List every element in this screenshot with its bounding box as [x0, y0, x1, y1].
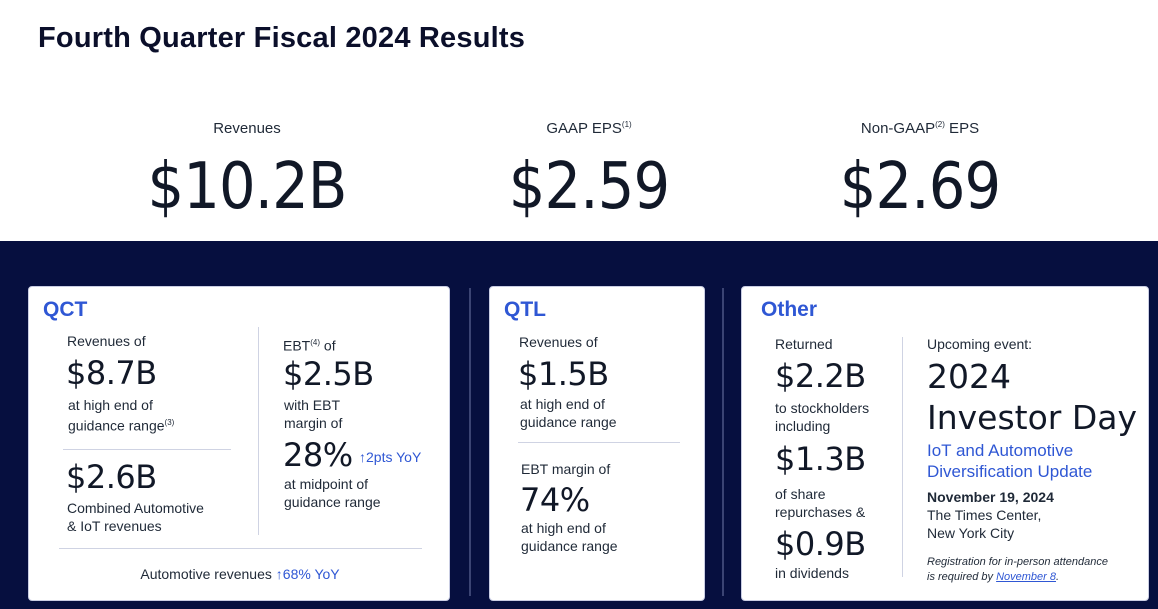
divider	[59, 548, 422, 549]
divider	[258, 327, 259, 535]
qct-iot-note: Combined Automotive & IoT revenues	[67, 500, 204, 534]
qtl-rev-note: at high end of guidance range	[520, 396, 617, 430]
event-title-line2: Investor Day	[927, 398, 1138, 437]
qtl-ebt-value: 74%	[520, 481, 590, 519]
kpi-gaap-eps: GAAP EPS(1) $2.59	[439, 120, 739, 224]
qct-margin-value: 28%	[283, 436, 353, 474]
kpi-value: $2.59	[508, 150, 670, 224]
qtl-card: QTL Revenues of $1.5B at high end of gui…	[489, 286, 705, 601]
other-dividend-value: $0.9B	[775, 525, 866, 563]
divider	[63, 449, 231, 450]
divider	[518, 442, 680, 443]
qct-rev-label: Revenues of	[67, 333, 146, 349]
other-repurchase-value: $1.3B	[775, 440, 866, 478]
kpi-label: GAAP EPS(1)	[546, 120, 632, 137]
band-divider	[722, 288, 724, 596]
band-divider	[469, 288, 471, 596]
qct-rev-value: $8.7B	[66, 354, 157, 392]
qct-card: QCT Revenues of $8.7B at high end of gui…	[28, 286, 450, 601]
other-returned-note: to stockholders including	[775, 400, 870, 434]
kpi-revenues: Revenues $10.2B	[97, 120, 397, 224]
other-card: Other Returned $2.2B to stockholders inc…	[741, 286, 1149, 601]
page-title: Fourth Quarter Fiscal 2024 Results	[38, 22, 526, 54]
kpi-value: $10.2B	[147, 150, 347, 224]
qct-ebt-value: $2.5B	[283, 355, 374, 393]
registration-note: Registration for in-person attendance is…	[927, 556, 1108, 583]
qct-ebt-label: EBT(4) of	[283, 337, 336, 354]
qtl-rev-value: $1.5B	[518, 355, 609, 393]
card-title: QCT	[43, 298, 88, 321]
kpi-label: Non-GAAP(2) EPS	[860, 120, 980, 137]
event-venue: The Times Center, New York City	[927, 507, 1042, 541]
kpi-label: Revenues	[213, 120, 281, 137]
event-title-line1: 2024	[927, 357, 1011, 396]
qct-iot-value: $2.6B	[66, 458, 157, 496]
card-title: QTL	[504, 298, 546, 321]
qtl-rev-label: Revenues of	[519, 334, 598, 350]
qct-margin-change: ↑2pts YoY	[359, 449, 422, 465]
event-label: Upcoming event:	[927, 336, 1033, 352]
card-title: Other	[761, 298, 818, 321]
other-returned-label: Returned	[775, 336, 833, 352]
other-dividend-note: in dividends	[775, 565, 849, 581]
qct-auto-revenues: Automotive revenues ↑68% YoY	[140, 566, 340, 582]
qtl-ebt-note: at high end of guidance range	[521, 520, 618, 554]
event-date: November 19, 2024	[927, 489, 1054, 505]
kpi-non-gaap-eps: Non-GAAP(2) EPS $2.69	[770, 120, 1070, 224]
other-repurchase-note: of share repurchases &	[775, 486, 866, 520]
qct-rev-note: at high end of guidance range(3)	[68, 397, 175, 434]
qct-ebt-note: with EBT margin of	[284, 397, 343, 431]
kpi-value: $2.69	[839, 150, 1001, 224]
qct-margin-note: at midpoint of guidance range	[284, 476, 381, 510]
event-subtitle: IoT and Automotive Diversification Updat…	[927, 441, 1093, 481]
divider	[902, 337, 903, 577]
qtl-ebt-label: EBT margin of	[521, 461, 611, 477]
other-returned-value: $2.2B	[775, 357, 866, 395]
registration-deadline-link[interactable]: November 8	[996, 571, 1057, 583]
